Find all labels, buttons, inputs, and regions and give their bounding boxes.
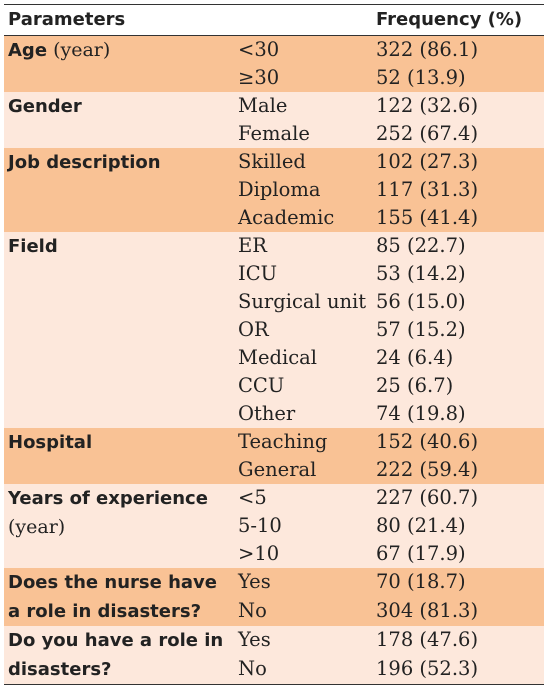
parameter-cell: Do you have a role in disasters? [4, 626, 234, 685]
category-cell: ≥30 [238, 66, 280, 89]
category-cell: Skilled [238, 150, 306, 173]
category-cell: ICU [238, 262, 278, 285]
frequency-cell: 304 (81.3) [376, 599, 479, 622]
table-row: Job description Skilled 102 (27.3) [4, 148, 544, 176]
frequency-cell: 25 (6.7) [376, 374, 454, 397]
header-parameters: Parameters [8, 9, 126, 30]
category-cell: Other [238, 402, 296, 425]
table-body: Age (year) <30 322 (86.1) ≥30 52 (13.9) Gende… [4, 35, 544, 685]
frequency-cell: 322 (86.1) [376, 38, 479, 61]
table-row: Field ER 85 (22.7) [4, 232, 544, 260]
parameter-label: Age [8, 40, 48, 61]
category-cell: No [238, 656, 267, 680]
category-cell: OR [238, 318, 269, 341]
parameter-label: Do you have a role in disasters? [8, 630, 224, 680]
frequency-cell: 227 (60.7) [376, 486, 479, 509]
category-cell: 5-10 [238, 514, 282, 537]
parameter-unit: (year) [8, 516, 66, 538]
parameter-label: Does the nurse have a role in disasters? [8, 572, 217, 622]
parameter-cell: Gender [4, 92, 234, 148]
parameter-cell: Hospital [4, 428, 234, 484]
header-frequency: Frequency (%) [376, 9, 523, 30]
frequency-cell: 178 (47.6) [376, 628, 479, 651]
frequency-cell: 152 (40.6) [376, 430, 479, 453]
category-cell: Teaching [238, 430, 328, 453]
parameter-cell: Does the nurse have a role in disasters? [4, 568, 234, 626]
parameter-label: Gender [8, 96, 82, 117]
frequency-cell: 56 (15.0) [376, 290, 466, 313]
header-row: Parameters Frequency (%) [4, 4, 544, 36]
frequency-cell: 53 (14.2) [376, 262, 466, 285]
parameter-cell: Age (year) [4, 36, 234, 93]
parameter-label: Field [8, 236, 58, 257]
frequency-cell: 24 (6.4) [376, 346, 454, 369]
category-cell: Yes [238, 628, 271, 651]
frequency-cell: 70 (18.7) [376, 570, 466, 593]
category-cell: Academic [238, 206, 335, 229]
parameter-label: Years of experience [8, 488, 208, 509]
parameter-cell: Years of experience (year) [4, 484, 234, 568]
frequency-cell: 196 (52.3) [376, 656, 479, 680]
category-cell: No [238, 599, 267, 622]
table-row: Hospital Teaching 152 (40.6) [4, 428, 544, 456]
demographics-table: Parameters Frequency (%) Age (year) <30 32… [4, 4, 544, 685]
parameter-unit: (year) [47, 39, 111, 61]
frequency-cell: 252 (67.4) [376, 122, 479, 145]
category-cell: Male [238, 94, 288, 117]
category-cell: Medical [238, 346, 318, 369]
frequency-cell: 57 (15.2) [376, 318, 466, 341]
parameter-cell: Field [4, 232, 234, 428]
parameter-cell: Job description [4, 148, 234, 232]
table-row: Do you have a role in disasters? Yes 178 (… [4, 626, 544, 680]
frequency-cell: 122 (32.6) [376, 94, 479, 117]
frequency-cell: 85 (22.7) [376, 234, 466, 257]
frequency-cell: 74 (19.8) [376, 402, 466, 425]
frequency-cell: 102 (27.3) [376, 150, 479, 173]
category-cell: <30 [238, 38, 280, 61]
category-cell: ER [238, 234, 267, 257]
parameter-label: Hospital [8, 432, 93, 453]
header-category [234, 5, 372, 36]
table-row: Does the nurse have a role in disasters?… [4, 568, 544, 622]
frequency-cell: 52 (13.9) [376, 66, 466, 89]
table-header: Parameters Frequency (%) [4, 4, 544, 36]
category-cell: >10 [238, 542, 280, 565]
frequency-cell: 117 (31.3) [376, 178, 479, 201]
table-row: Gender Male 122 (32.6) [4, 92, 544, 120]
frequency-cell: 155 (41.4) [376, 206, 479, 229]
category-cell: <5 [238, 486, 267, 509]
category-cell: Yes [238, 570, 271, 593]
category-cell: Surgical unit [238, 290, 367, 313]
category-cell: General [238, 458, 317, 481]
category-cell: Diploma [238, 178, 321, 201]
parameter-label: Job description [8, 152, 161, 173]
category-cell: Female [238, 122, 310, 145]
table-row: Age (year) <30 322 (86.1) [4, 35, 544, 64]
frequency-cell: 67 (17.9) [376, 542, 466, 565]
category-cell: CCU [238, 374, 285, 397]
frequency-cell: 222 (59.4) [376, 458, 479, 481]
table-row: Years of experience (year) <5 227 (60.7) [4, 484, 544, 538]
frequency-cell: 80 (21.4) [376, 514, 466, 537]
